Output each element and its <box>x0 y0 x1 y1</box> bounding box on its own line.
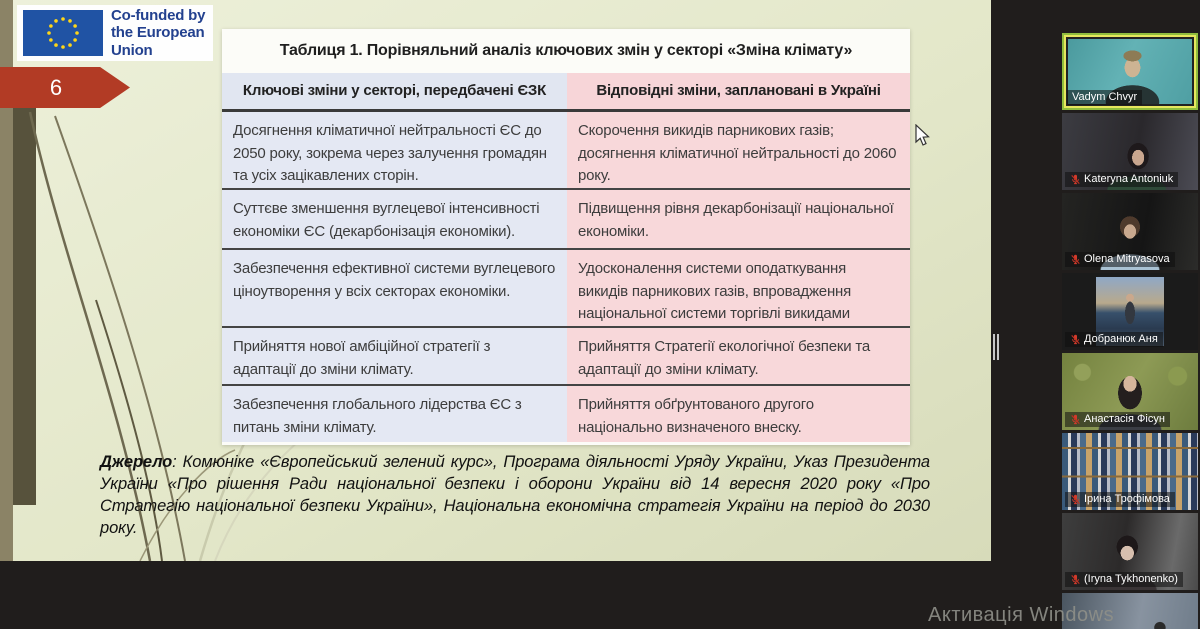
source-paragraph: Джерело: Комюніке «Європейський зелений … <box>100 452 930 540</box>
slide-number-badge: 6 <box>0 67 130 108</box>
participant-video-dobraniuk-ania[interactable]: Добранюк Аня <box>1062 273 1198 350</box>
participant-video-kateryna-antoniuk[interactable]: Kateryna Antoniuk <box>1062 113 1198 190</box>
table-header-row: Ключові зміни у секторі, передбачені ЄЗК… <box>222 73 910 109</box>
muted-mic-icon <box>1071 174 1080 184</box>
participant-name-tag: Ірина Трофімова <box>1065 492 1175 507</box>
table-row: Суттєве зменшення вуглецевої інтенсивнос… <box>222 188 910 248</box>
eu-cofunded-logo: Co-funded by the European Union <box>17 5 213 61</box>
table-header-eu: Ключові зміни у секторі, передбачені ЄЗК <box>222 73 567 109</box>
table-cell-eu: Забезпечення глобального лідерства ЄС з … <box>222 386 567 442</box>
table-title: Таблиця 1. Порівняльний аналіз ключових … <box>279 42 853 59</box>
muted-mic-icon <box>1071 494 1080 504</box>
table-cell-eu: Суттєве зменшення вуглецевої інтенсивнос… <box>222 190 567 248</box>
eu-flag-icon <box>23 10 103 56</box>
table-cell-eu: Прийняття нової амбіційної стратегії з а… <box>222 328 567 384</box>
participant-video-anastasiia-fisun[interactable]: Анастасія Фісун <box>1062 353 1198 430</box>
participant-video-partial[interactable] <box>1062 593 1198 629</box>
participant-name-tag: (Iryna Tykhonenko) <box>1065 572 1183 587</box>
slide-number: 6 <box>49 74 63 100</box>
table-cell-eu: Досягнення кліматичної нейтральності ЄС … <box>222 112 567 188</box>
participant-name-tag: Kateryna Antoniuk <box>1065 172 1179 187</box>
source-label: Джерело <box>100 453 173 471</box>
table-row: Досягнення кліматичної нейтральності ЄС … <box>222 109 910 188</box>
table-cell-ua: Скорочення викидів парникових газів; дос… <box>567 112 910 188</box>
table-cell-ua: Удосконалення системи оподаткування вики… <box>567 250 910 345</box>
participant-name-tag: Анастасія Фісун <box>1065 412 1170 427</box>
shared-slide: Co-funded by the European Union 6 Таблиц… <box>0 0 991 561</box>
muted-mic-icon <box>1071 574 1080 584</box>
table-row: Забезпечення ефективної системи вуглецев… <box>222 248 910 345</box>
participant-video-iryna-trofimova[interactable]: Ірина Трофімова <box>1062 433 1198 510</box>
muted-mic-icon <box>1071 254 1080 264</box>
table-row: Забезпечення глобального лідерства ЄС з … <box>222 384 910 442</box>
table-cell-eu: Забезпечення ефективної системи вуглецев… <box>222 250 567 326</box>
muted-mic-icon <box>1071 414 1080 424</box>
activation-watermark: Активація Windows <box>928 604 1115 626</box>
comparison-table: Таблиця 1. Порівняльний аналіз ключових … <box>222 29 910 445</box>
participant-video-vadym-chvyr[interactable]: Vadym Chvyr <box>1062 33 1198 110</box>
muted-mic-icon <box>1071 334 1080 344</box>
mouse-cursor-icon <box>915 124 930 146</box>
participant-name-tag: Добранюк Аня <box>1065 332 1163 347</box>
participant-name-tag: Vadym Chvyr <box>1067 90 1143 105</box>
table-cell-ua: Підвищення рівня декарбонізації націонал… <box>567 190 910 248</box>
sidebar-scrollbar[interactable] <box>993 334 999 360</box>
participant-video-iryna-tykhonenko[interactable]: (Iryna Tykhonenko) <box>1062 513 1198 590</box>
participant-name-tag: Olena Mitryasova <box>1065 252 1175 267</box>
participant-video-olena-mitryasova[interactable]: Olena Mitryasova <box>1062 193 1198 270</box>
table-cell-ua: Прийняття Стратегії екологічної безпеки … <box>567 328 910 384</box>
participant-video-feed <box>1062 593 1198 629</box>
source-text: : Комюніке «Європейський зелений курс», … <box>100 453 930 537</box>
table-header-ua: Відповідні зміни, заплановані в Україні <box>567 73 910 109</box>
eu-logo-text: Co-funded by the European Union <box>111 7 206 59</box>
table-row: Прийняття нової амбіційної стратегії з а… <box>222 326 910 384</box>
table-cell-ua: Прийняття обґрунтованого другого націона… <box>567 386 910 442</box>
